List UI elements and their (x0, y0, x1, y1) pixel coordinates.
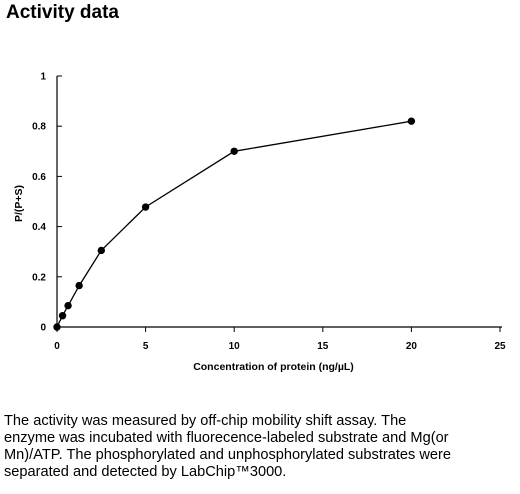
y-tick-label: 0.8 (32, 122, 46, 133)
activity-chart: 0 5 10 15 20 25 0 0.2 0.4 0.6 0.8 1 Concentration of… (13, 72, 506, 374)
x-axis-title: Concentration of protein (ng/µL) (193, 361, 354, 373)
y-axis-title: P/(P+S) (13, 185, 25, 222)
y-tick-label: 1 (40, 72, 46, 83)
data-point (141, 203, 150, 211)
data-point (75, 281, 83, 290)
x-tick-label: 10 (229, 341, 241, 352)
x-tick-label: 0 (54, 341, 60, 352)
x-tick-label: 25 (494, 341, 506, 352)
y-tick-label: 0 (40, 323, 46, 334)
data-point (407, 117, 416, 125)
x-tick-label: 5 (143, 341, 149, 352)
page-title: Activity data (6, 2, 119, 23)
caption-line-4: separated and detected by LabChip™3000. (4, 464, 287, 480)
x-tick-label: 15 (317, 341, 329, 352)
data-point (97, 246, 106, 255)
caption-line-2: enzyme was incubated with fluorecence-la… (4, 430, 449, 446)
x-tick-label: 20 (406, 341, 418, 352)
data-point (58, 312, 67, 320)
y-tick-label: 0.2 (32, 272, 46, 283)
data-point (53, 323, 61, 331)
caption-line-1: The activity was measured by off-chip mo… (4, 413, 407, 429)
data-point (64, 301, 72, 310)
y-tick-label: 0.4 (32, 222, 46, 233)
y-tick-label: 0.6 (32, 172, 46, 183)
caption: The activity was measured by off-chip mo… (4, 413, 516, 481)
data-point (230, 147, 238, 155)
caption-line-3: Mn)/ATP. The phosphorylated and unphosph… (4, 447, 452, 463)
